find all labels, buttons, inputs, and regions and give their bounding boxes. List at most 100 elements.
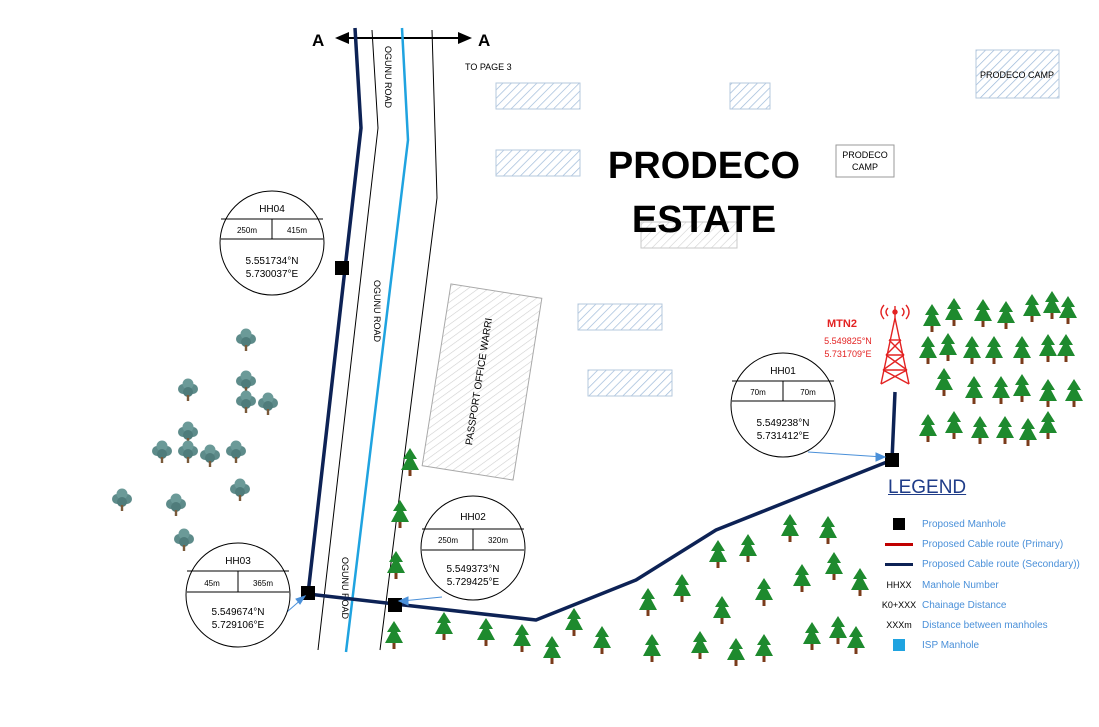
manhole-hh02 — [388, 598, 402, 612]
road-label-middle: OGUNU ROAD — [372, 280, 382, 343]
tree-icon — [1039, 411, 1057, 439]
building-prodeco-camp — [975, 49, 1060, 99]
tree-icon — [793, 564, 811, 592]
tree-icon — [513, 624, 531, 652]
bush-icon — [236, 390, 256, 413]
tree-icon — [593, 626, 611, 654]
legend-label: Distance between manholes — [922, 619, 1048, 631]
tree-icon — [755, 578, 773, 606]
hh01-right-distance: 70m — [800, 388, 816, 397]
page-reference: TO PAGE 3 — [465, 62, 512, 72]
hh01-id: HH01 — [770, 366, 796, 377]
tree-icon — [1023, 294, 1041, 322]
tree-icon — [643, 634, 661, 662]
tree-icon — [974, 299, 992, 327]
tree-icon — [781, 514, 799, 542]
legend-item: HHXX Manhole Number — [880, 576, 999, 594]
tree-icon — [825, 552, 843, 580]
legend-title: LEGEND — [888, 477, 967, 498]
ogunu-road: OGUNU ROAD OGUNU ROAD OGUNU ROAD — [317, 27, 438, 653]
legend-item: K0+XXX Chainage Distance — [880, 596, 1007, 614]
building — [577, 303, 663, 331]
prodeco-camp-label: PRODECO CAMP — [980, 70, 1054, 80]
legend-item: Proposed Manhole — [880, 515, 1006, 533]
tree-icon — [385, 621, 403, 649]
legend-symbol — [880, 562, 918, 566]
callout-hh01: HH01 70m 70m 5.549238°N 5.731412°E — [730, 352, 836, 458]
mast-longitude: 5.731709°E — [824, 349, 871, 359]
prodeco-camp-small-label-1: PRODECO — [842, 150, 888, 160]
bush-icon — [230, 478, 250, 501]
bush-icon — [226, 440, 246, 463]
tree-icon — [939, 333, 957, 361]
isp-cable-route — [344, 27, 410, 653]
hh04-id: HH04 — [259, 204, 285, 215]
building-prodeco-camp-small — [835, 144, 895, 178]
road-label-top: OGUNU ROAD — [383, 46, 393, 109]
manhole-hh01 — [885, 453, 899, 467]
building-passport-office: PASSPORT OFFICE WARRI — [421, 283, 543, 481]
legend-label: Manhole Number — [922, 579, 999, 591]
legend-symbol: XXXm — [886, 620, 912, 630]
legend-item: XXXm Distance between manholes — [880, 616, 1048, 634]
tree-icon — [739, 534, 757, 562]
tree-icon — [755, 634, 773, 662]
tree-icon — [435, 612, 453, 640]
legend-item: ISP Manhole — [880, 636, 979, 654]
tree-icon — [1013, 336, 1031, 364]
hh02-longitude: 5.729425°E — [447, 577, 500, 588]
building — [495, 82, 581, 110]
road-label-bottom: OGUNU ROAD — [340, 557, 350, 620]
tree-icon — [923, 304, 941, 332]
legend-label: Proposed Cable route (Secondary)) — [922, 558, 1080, 570]
tree-icon — [391, 500, 409, 528]
tree-icon — [945, 298, 963, 326]
bush-icon — [178, 440, 198, 463]
hh03-latitude: 5.549674°N — [212, 607, 265, 618]
hh04-longitude: 5.730037°E — [246, 269, 299, 280]
tree-icon — [997, 301, 1015, 329]
bush-icon — [236, 328, 256, 351]
tree-icon — [971, 416, 989, 444]
mtn2-mast-icon — [880, 304, 910, 385]
section-label-right: A — [478, 31, 490, 50]
bush-icon — [166, 493, 186, 516]
building — [495, 149, 581, 177]
legend-label: Proposed Manhole — [922, 518, 1006, 530]
building — [729, 82, 771, 110]
tree-icon — [819, 516, 837, 544]
legend-label: ISP Manhole — [922, 639, 980, 651]
tree-icon — [1057, 334, 1075, 362]
legend-label: Chainage Distance — [922, 599, 1007, 611]
tree-icon — [565, 608, 583, 636]
hh01-latitude: 5.549238°N — [757, 418, 810, 429]
hh02-id: HH02 — [460, 512, 486, 523]
callout-hh03: HH03 45m 365m 5.549674°N 5.729106°E — [185, 542, 291, 648]
tree-icon — [1039, 379, 1057, 407]
mast-name: MTN2 — [827, 318, 857, 330]
hh02-right-distance: 320m — [488, 536, 508, 545]
bush-icon — [174, 528, 194, 551]
bush-icon — [152, 440, 172, 463]
bush-icon — [236, 370, 256, 393]
building — [640, 221, 738, 249]
tree-icon — [709, 540, 727, 568]
tree-icon — [803, 622, 821, 650]
legend-symbol — [880, 639, 918, 651]
secondary-cable-route — [306, 27, 897, 622]
hh01-longitude: 5.731412°E — [757, 431, 810, 442]
legend-item: Proposed Cable route (Primary) — [880, 535, 1063, 553]
tree-icon — [935, 368, 953, 396]
tree-icon — [1043, 291, 1061, 319]
hh02-left-distance: 250m — [438, 536, 458, 545]
section-label-left: A — [312, 31, 324, 50]
tree-icon — [1065, 379, 1083, 407]
tree-icon — [713, 596, 731, 624]
hh04-right-distance: 415m — [287, 226, 307, 235]
legend-symbol — [880, 518, 918, 530]
hh03-id: HH03 — [225, 556, 251, 567]
legend-item: Proposed Cable route (Secondary)) — [880, 555, 1080, 573]
buildings: PRODECO CAMP PRODECO CAMP PASSPORT OFFIC… — [421, 49, 1060, 481]
tree-icon — [965, 376, 983, 404]
